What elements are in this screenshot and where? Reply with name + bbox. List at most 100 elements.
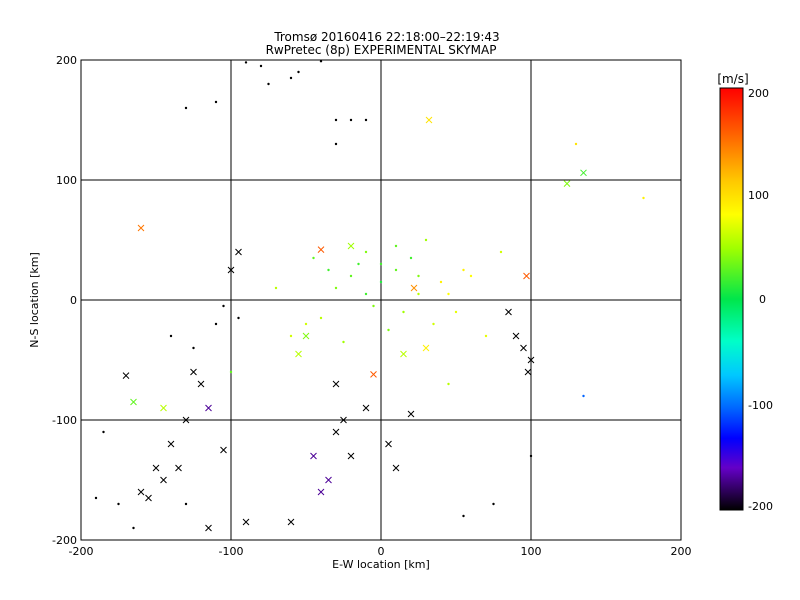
data-point-dot [499,250,503,254]
data-point-x [227,266,235,274]
data-point-dot [454,310,458,314]
data-point-dot [574,142,578,146]
data-point-x [152,464,160,472]
data-point-dot [214,322,218,326]
data-point-dot [334,286,338,290]
data-point-dot [342,340,345,344]
data-point-dot [94,496,98,500]
data-point-dot [432,322,435,326]
x-tick-label: 100 [521,545,542,558]
y-tick-label: 100 [56,174,77,187]
data-point-x [425,116,433,124]
data-point-x [563,180,571,187]
data-point-x [523,272,530,280]
data-point-dot [289,76,293,80]
data-point-x [400,350,407,358]
data-point-dot [349,118,353,122]
chart-subtitle: RwPretec (8p) EXPERIMENTAL SKYMAP [266,43,497,57]
data-point-x [527,356,535,364]
data-point-dot [102,430,105,434]
colorbar-tick-label: 200 [748,87,769,100]
data-point-dot [334,118,338,122]
data-point-dot [289,334,293,338]
data-points [94,60,645,532]
data-point-dot [222,304,225,308]
colorbar-label: [m/s] [717,72,748,86]
data-point-dot [229,370,233,374]
data-point-x [137,224,145,232]
data-point-x [287,518,295,526]
data-point-x [362,404,370,412]
data-point-dot [469,274,473,278]
data-point-x [407,410,415,418]
data-point-x [520,344,527,352]
x-axis-label: E-W location [km] [332,558,430,571]
data-point-dot [417,292,420,296]
data-point-x [410,284,418,292]
data-point-x [160,476,167,484]
data-point-x [524,368,532,376]
data-point-x [220,446,227,454]
data-point-x [422,344,430,352]
data-point-dot [409,256,413,260]
data-point-dot [132,526,135,530]
data-point-x [580,169,587,177]
colorbar-tick-label: -100 [748,399,773,412]
data-point-x [340,416,347,424]
colorbar-tick-labels: 200 100 0 -100 -200 [748,87,773,513]
data-point-x [197,380,205,388]
data-point-x [235,248,242,256]
data-point-x [385,440,392,448]
data-point-dot [394,268,398,272]
data-point-dot [439,280,443,284]
data-point-x [505,308,512,316]
data-point-dot [274,286,278,290]
data-point-dot [312,256,315,260]
data-point-dot [117,502,120,506]
data-point-dot [364,118,368,122]
y-tick-labels: 200 100 0 -100 -200 [52,54,77,547]
data-point-dot [237,316,240,320]
data-point-dot [244,61,248,64]
data-point-x [205,404,212,412]
data-point-dot [379,280,383,284]
data-point-x [317,246,325,253]
colorbar-tick-label: 100 [748,189,769,202]
data-point-dot [319,316,323,320]
data-point-dot [364,292,368,296]
data-point-x [182,416,190,424]
data-point-x [347,242,355,250]
data-point-dot [424,238,428,242]
data-point-dot [394,244,398,248]
data-point-dot [379,262,383,266]
data-point-dot [364,250,368,254]
data-point-dot [192,346,195,350]
data-point-dot [214,100,218,104]
chart-title: Tromsø 20160416 22:18:00–22:19:43 [273,30,499,44]
data-point-x [332,428,340,436]
data-point-x [175,464,182,472]
data-point-dot [327,268,330,272]
data-point-x [310,452,317,460]
y-axis-label: N-S location [km] [28,252,41,348]
data-point-x [190,368,197,376]
x-tick-label: -100 [219,545,244,558]
data-point-dot [462,514,465,518]
x-tick-labels: -200 -100 0 100 200 [69,545,692,558]
data-point-x [242,518,250,526]
x-tick-label: 0 [378,545,385,558]
data-point-x [302,332,310,340]
data-point-dot [349,274,353,278]
data-point-dot [484,334,488,338]
data-point-dot [582,394,585,398]
data-point-x [130,398,137,406]
data-point-x [295,350,302,358]
data-point-dot [372,304,375,308]
data-point-dot [417,274,420,278]
data-point-x [160,404,167,412]
data-point-dot [642,196,645,200]
data-point-x [137,488,145,496]
data-point-dot [267,82,270,86]
colorbar-tick-label: -200 [748,500,773,513]
